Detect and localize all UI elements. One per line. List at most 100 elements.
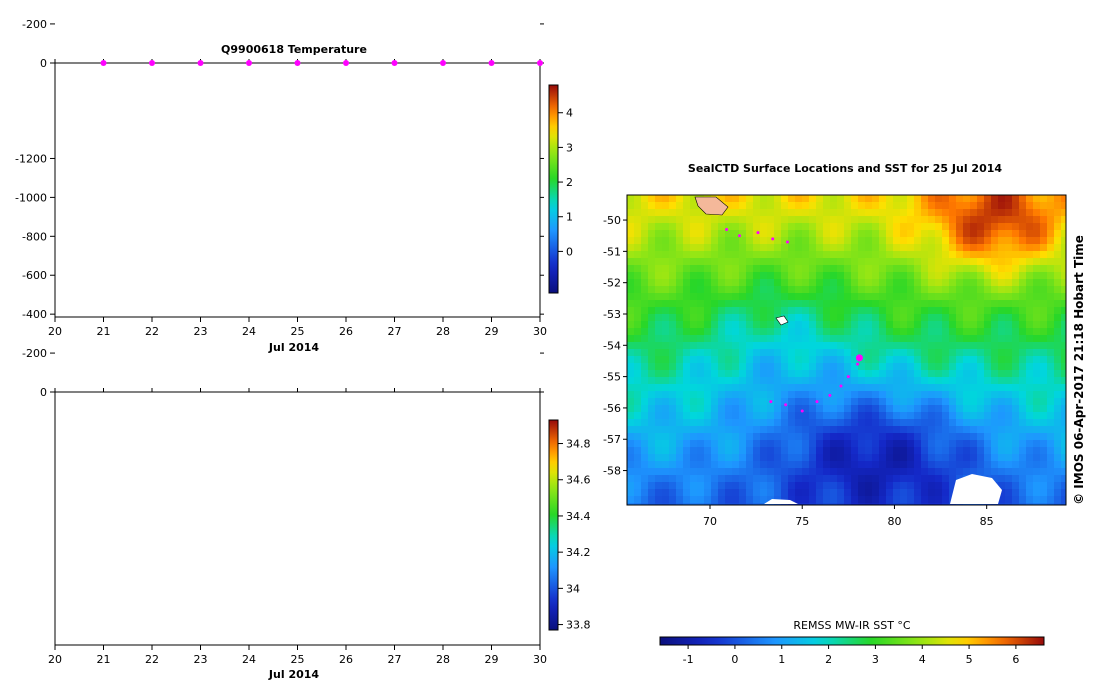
sst-cell	[774, 475, 781, 482]
sst-cell	[795, 216, 802, 223]
sst-cell	[865, 440, 872, 447]
sst-cell	[627, 272, 634, 279]
sst-cell	[753, 419, 760, 426]
sst-cell	[1054, 433, 1061, 440]
sst-cell	[984, 398, 991, 405]
sst-cell	[655, 244, 662, 251]
sst-cell	[998, 468, 1005, 475]
sst-cell	[627, 300, 634, 307]
sst-cell	[928, 300, 935, 307]
sst-cell	[809, 293, 816, 300]
sst-colorbar-tick-label: 3	[872, 653, 879, 666]
sst-cell	[760, 412, 767, 419]
sst-cell	[949, 342, 956, 349]
sst-cell	[655, 370, 662, 377]
sst-cell	[732, 482, 739, 489]
sst-cell	[837, 307, 844, 314]
current-position-marker	[855, 354, 863, 362]
sst-cell	[942, 447, 949, 454]
sst-cell	[872, 223, 879, 230]
sst-cell	[641, 363, 648, 370]
sst-cell	[732, 223, 739, 230]
sst-cell	[704, 293, 711, 300]
sst-cell	[1040, 328, 1047, 335]
sst-cell	[690, 440, 697, 447]
sst-cell	[704, 314, 711, 321]
sst-cell	[802, 377, 809, 384]
sst-cell	[781, 335, 788, 342]
sst-cell	[851, 202, 858, 209]
sst-cell	[655, 349, 662, 356]
sst-cell	[704, 272, 711, 279]
sst-cell	[872, 209, 879, 216]
sst-cell	[648, 293, 655, 300]
sst-cell	[816, 195, 823, 202]
sst-cell	[809, 307, 816, 314]
sst-cell	[907, 216, 914, 223]
sst-cell	[760, 426, 767, 433]
sst-cell	[655, 440, 662, 447]
sst-cell	[879, 419, 886, 426]
sst-cell	[1061, 328, 1066, 335]
sst-cell	[704, 244, 711, 251]
sst-cell	[1033, 405, 1040, 412]
sst-cell	[928, 412, 935, 419]
sst-cell	[683, 237, 690, 244]
sst-cell	[662, 314, 669, 321]
sst-cell	[872, 216, 879, 223]
sst-cell	[991, 244, 998, 251]
track-point	[756, 231, 760, 235]
x-tick-label: 27	[388, 653, 402, 666]
sst-cell	[1019, 482, 1026, 489]
sst-cell	[788, 230, 795, 237]
sst-cell	[921, 377, 928, 384]
sst-cell	[634, 223, 641, 230]
sst-cell	[809, 321, 816, 328]
sst-cell	[837, 342, 844, 349]
sst-cell	[851, 461, 858, 468]
sst-cell	[991, 279, 998, 286]
sst-cell	[648, 335, 655, 342]
sst-cell	[1033, 482, 1040, 489]
sst-cell	[858, 384, 865, 391]
sst-cell	[655, 454, 662, 461]
sst-cell	[963, 321, 970, 328]
sst-cell	[648, 279, 655, 286]
sst-cell	[998, 244, 1005, 251]
sst-cell	[844, 244, 851, 251]
sst-cell	[1040, 209, 1047, 216]
sst-cell	[900, 461, 907, 468]
sst-cell	[865, 195, 872, 202]
sst-cell	[844, 328, 851, 335]
sst-cell	[984, 272, 991, 279]
sst-cell	[725, 349, 732, 356]
sst-cell	[739, 307, 746, 314]
sst-cell	[648, 370, 655, 377]
sst-cell	[865, 468, 872, 475]
sst-cell	[914, 398, 921, 405]
sst-cell	[746, 363, 753, 370]
sst-cell	[893, 244, 900, 251]
sst-cell	[648, 398, 655, 405]
sst-cell	[928, 216, 935, 223]
sst-cell	[732, 412, 739, 419]
sst-cell	[683, 426, 690, 433]
sst-cell	[928, 251, 935, 258]
sst-cell	[893, 398, 900, 405]
colorbar	[548, 84, 559, 294]
sst-cell	[809, 370, 816, 377]
sst-cell	[872, 258, 879, 265]
sst-cell	[697, 321, 704, 328]
sst-cell	[837, 447, 844, 454]
sst-cell	[746, 202, 753, 209]
sst-cell	[1005, 237, 1012, 244]
sst-cell	[907, 237, 914, 244]
sst-cell	[802, 335, 809, 342]
sst-cell	[795, 300, 802, 307]
sst-cell	[711, 307, 718, 314]
sst-cell	[767, 272, 774, 279]
sst-cell	[662, 300, 669, 307]
sst-cell	[802, 503, 809, 505]
sst-cell	[956, 426, 963, 433]
sst-cell	[711, 426, 718, 433]
